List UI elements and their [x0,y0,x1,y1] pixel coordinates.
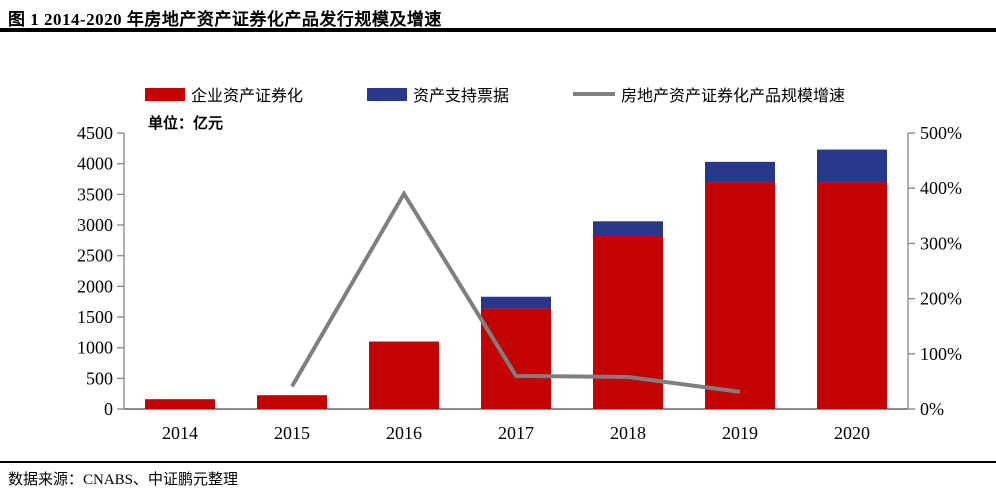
y-axis-right: 0% 100% 200% 300% 400% 500% [908,123,962,419]
svg-text:2020: 2020 [834,423,870,443]
unit-label: 单位：亿元 [148,116,224,132]
title-rule [0,28,996,32]
y-axis-left: 0 500 1000 1500 2000 2500 3000 3500 4000 4500 [77,123,124,419]
legend-label: 企业资产证券化 [191,88,304,105]
svg-text:0%: 0% [920,399,944,419]
bar-segment [817,182,887,409]
svg-text:2015: 2015 [274,423,310,443]
gray-line-swatch-icon [573,92,616,96]
red-bar-swatch-icon [145,87,185,101]
legend-item-abn: 资产支持票据 [367,82,509,106]
svg-text:500: 500 [86,368,113,388]
svg-text:2500: 2500 [77,246,113,266]
svg-text:400%: 400% [920,178,962,198]
svg-text:2000: 2000 [77,276,113,296]
bar-segment [145,399,215,409]
svg-text:4000: 4000 [77,154,113,174]
footer-rule [0,461,996,463]
svg-text:2018: 2018 [610,423,646,443]
bar-segment [481,308,551,409]
bar-segment [705,161,775,183]
growth-line [290,189,741,394]
legend-label: 房地产资产证券化产品规模增速 [621,88,846,105]
svg-text:500%: 500% [920,123,962,143]
blue-bar-swatch-icon [367,87,408,101]
x-axis: 2014 2015 2016 2017 2018 2019 2020 [162,423,870,443]
bar-segment [593,236,663,409]
svg-text:0: 0 [104,399,113,419]
svg-text:3000: 3000 [77,215,113,235]
bar-segment [593,221,663,237]
svg-text:2019: 2019 [722,423,758,443]
svg-text:1000: 1000 [77,338,113,358]
bar-segment [817,149,887,183]
source-note: 数据来源：CNABS、中证鹏元整理 [8,472,239,488]
page-title: 图 1 2014-2020 年房地产资产证券化产品发行规模及增速 [8,10,442,29]
svg-text:2016: 2016 [386,423,422,443]
bar-segment [257,395,327,409]
chart-legend: 企业资产证券化 资产支持票据 房地产资产证券化产品规模增速 [145,82,845,106]
svg-text:100%: 100% [920,344,962,364]
bars-group [145,149,887,409]
svg-text:2017: 2017 [498,423,534,443]
bar-line-chart: 0 500 1000 1500 2000 2500 3000 3500 4000 4500 0% 10… [77,123,962,443]
svg-text:3500: 3500 [77,184,113,204]
svg-text:4500: 4500 [77,123,113,143]
legend-item-enterprise-abs: 企业资产证券化 [145,82,303,106]
legend-item-growth-line: 房地产资产证券化产品规模增速 [573,82,845,106]
bar-segment [705,182,775,409]
bar-segment [481,296,551,309]
legend-label: 资产支持票据 [413,88,510,105]
bar-segment [369,341,439,409]
svg-text:200%: 200% [920,289,962,309]
svg-text:2014: 2014 [162,423,198,443]
svg-text:1500: 1500 [77,307,113,327]
svg-text:300%: 300% [920,233,962,253]
